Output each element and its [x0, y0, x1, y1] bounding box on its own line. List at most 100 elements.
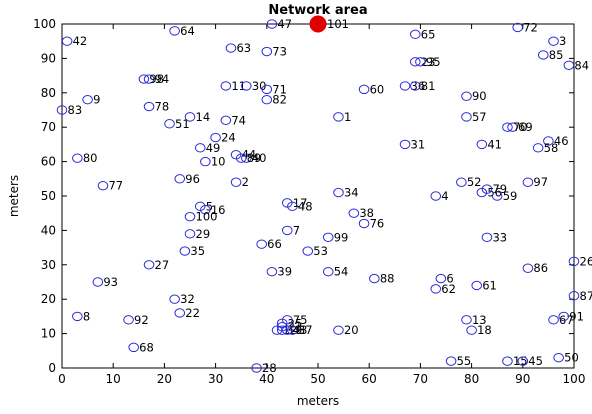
sensor-node: 29 [185, 227, 210, 241]
node-marker [564, 61, 574, 69]
y-tick-label: 40 [41, 223, 56, 237]
sensor-node: 84 [564, 58, 589, 72]
sensor-node: 66 [257, 237, 282, 251]
node-marker [323, 233, 333, 241]
node-marker [262, 47, 272, 55]
x-tick-label: 20 [157, 372, 172, 386]
sensor-node: 63 [226, 41, 251, 55]
sensor-node: 31 [400, 137, 425, 151]
node-marker [73, 312, 83, 320]
node-marker [221, 116, 231, 124]
x-tick-label: 60 [362, 372, 377, 386]
sensor-node: 79 [482, 182, 507, 196]
node-label: 93 [103, 275, 118, 289]
node-label: 4 [441, 189, 448, 203]
y-tick-label: 30 [41, 258, 56, 272]
node-label: 27 [155, 258, 170, 272]
node-marker [472, 281, 482, 289]
node-label: 95 [426, 55, 441, 69]
sensor-node: 48 [288, 199, 313, 213]
sensor-node: 61 [472, 278, 497, 292]
sensor-node: 55 [446, 354, 471, 368]
node-marker [257, 240, 267, 248]
node-marker [446, 357, 456, 365]
sensor-node: 80 [73, 151, 98, 165]
sensor-node: 34 [334, 186, 359, 200]
sensor-node: 2 [231, 175, 249, 189]
node-marker [431, 192, 441, 200]
node-label: 66 [267, 237, 282, 251]
node-marker [144, 102, 154, 110]
sensor-node: 93 [93, 275, 118, 289]
node-label: 52 [467, 175, 482, 189]
node-marker [538, 51, 548, 59]
node-label: 61 [482, 278, 497, 292]
y-axis-label: meters [7, 175, 21, 217]
sensor-node: 53 [303, 244, 328, 258]
node-marker [170, 295, 180, 303]
chart-title: Network area [268, 3, 367, 18]
node-label: 57 [472, 110, 487, 124]
node-label: 34 [344, 186, 359, 200]
node-marker [124, 316, 134, 324]
node-marker [549, 37, 559, 45]
x-tick-label: 0 [58, 372, 66, 386]
node-marker [282, 226, 292, 234]
node-label: 70 [513, 120, 528, 134]
node-label: 55 [457, 354, 472, 368]
node-marker [165, 120, 175, 128]
sensor-node: 33 [482, 230, 507, 244]
y-tick-label: 90 [41, 51, 56, 65]
y-tick-label: 60 [41, 155, 56, 169]
node-marker [62, 37, 72, 45]
node-label: 97 [533, 175, 548, 189]
node-label: 24 [221, 131, 236, 145]
node-label: 78 [155, 100, 170, 114]
sensor-node: 9 [83, 93, 101, 107]
node-label: 80 [83, 151, 98, 165]
sensor-node: 85 [538, 48, 563, 62]
node-marker [221, 82, 231, 90]
sensor-node: 96 [175, 172, 200, 186]
node-marker [195, 144, 205, 152]
sensor-node: 98 [139, 72, 164, 86]
node-label: 26 [580, 254, 592, 268]
node-label: 45 [528, 354, 543, 368]
y-tick-label: 10 [41, 327, 56, 341]
y-tick-label: 80 [41, 86, 56, 100]
y-tick-label: 0 [48, 361, 56, 375]
node-marker [462, 113, 472, 121]
node-label: 91 [569, 309, 584, 323]
node-label: 100 [196, 210, 218, 224]
node-label: 15 [513, 354, 528, 368]
node-label: 28 [262, 361, 277, 375]
node-marker [185, 230, 195, 238]
sensor-node: 57 [462, 110, 487, 124]
node-label: 41 [487, 137, 502, 151]
node-label: 83 [68, 103, 83, 117]
node-marker [185, 212, 195, 220]
node-marker [231, 178, 241, 186]
sensor-node: 51 [165, 117, 190, 131]
sensor-node: 20 [334, 323, 359, 337]
node-label: 64 [180, 24, 195, 38]
sensor-node: 49 [195, 141, 220, 155]
x-axis-label: meters [297, 394, 339, 408]
sensor-node: 92 [124, 313, 149, 327]
node-label: 77 [108, 179, 123, 193]
sensor-node: 86 [523, 261, 548, 275]
node-marker [175, 309, 185, 317]
x-tick-label: 50 [310, 372, 325, 386]
node-label: 20 [344, 323, 359, 337]
node-label: 84 [574, 58, 589, 72]
node-label: 58 [544, 141, 559, 155]
sink-marker [310, 16, 326, 32]
node-marker [359, 219, 369, 227]
sensor-node: 27 [144, 258, 169, 272]
sensor-node: 72 [513, 20, 538, 34]
node-marker [303, 247, 313, 255]
y-tick-label: 100 [33, 17, 56, 31]
sensor-node: 4 [431, 189, 449, 203]
